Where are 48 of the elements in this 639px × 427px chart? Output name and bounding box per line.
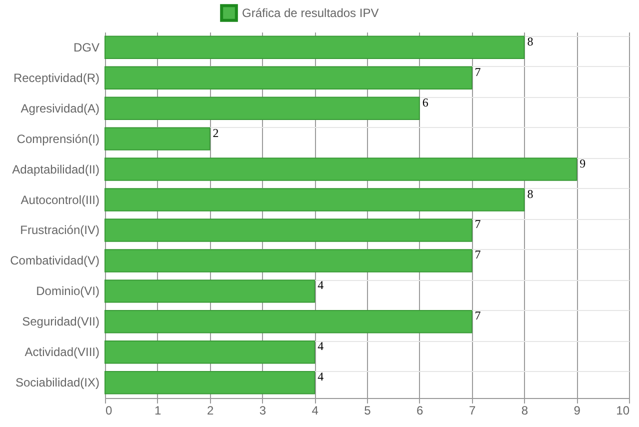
bar <box>104 127 210 150</box>
bar <box>104 36 525 60</box>
x-tick-label: 0 <box>106 404 112 418</box>
x-tick-label: 3 <box>259 404 266 418</box>
data-label: 4 <box>318 339 324 354</box>
x-tick-label: 2 <box>206 404 214 418</box>
data-label: 7 <box>474 308 481 323</box>
x-tick-label: 5 <box>364 404 372 418</box>
data-label: 4 <box>318 278 324 292</box>
data-label: 4 <box>318 370 324 384</box>
bar <box>104 218 472 242</box>
bar <box>104 66 472 90</box>
data-label: 7 <box>474 248 481 262</box>
y-tick-label: Dominio(VI) <box>36 284 100 298</box>
y-tick-label: DGV <box>73 40 100 54</box>
y-tick-label: Seguridad(VII) <box>22 314 100 329</box>
bar <box>104 188 525 212</box>
x-tick-label: 7 <box>468 404 476 418</box>
bar <box>104 310 472 334</box>
data-label: 9 <box>580 156 586 170</box>
y-tick-label: Actividad(VIII) <box>24 345 100 360</box>
x-tick-label: 6 <box>416 404 424 418</box>
data-label: 6 <box>422 95 428 110</box>
bar <box>104 280 316 303</box>
x-tick-label: 10 <box>616 404 630 418</box>
y-tick-label: Agresividad(A) <box>20 101 100 116</box>
x-tick-label: 9 <box>574 404 581 418</box>
bar <box>104 340 316 364</box>
x-tick-label: 1 <box>154 404 162 418</box>
y-tick-label: Autocontrol(III) <box>20 192 100 207</box>
x-tick-label: 4 <box>312 404 319 418</box>
legend-label: Gráfica de resultados IPV <box>242 6 379 20</box>
y-tick-label: Combatividad(V) <box>10 254 100 268</box>
y-tick-label: Receptividad(R) <box>13 70 100 85</box>
y-tick-label: Adaptabilidad(II) <box>12 162 100 176</box>
bar <box>104 249 472 272</box>
bar <box>104 96 420 120</box>
x-tick-label: 8 <box>521 404 528 418</box>
data-label: 7 <box>474 217 481 232</box>
data-label: 8 <box>527 186 534 201</box>
bar <box>104 370 316 394</box>
bar <box>104 158 578 181</box>
y-tick-label: Sociabilidad(IX) <box>15 376 100 390</box>
y-tick-label: Comprensión(I) <box>16 132 100 146</box>
data-label: 7 <box>474 64 481 79</box>
data-label: 2 <box>212 126 219 140</box>
y-tick-label: Frustración(IV) <box>20 223 100 238</box>
data-label: 8 <box>527 34 534 48</box>
